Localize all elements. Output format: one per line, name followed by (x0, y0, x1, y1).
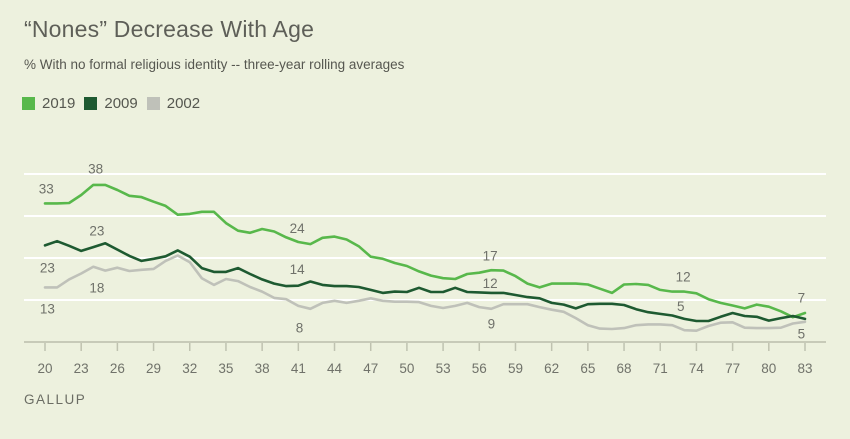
series-line-2009 (43, 239, 807, 323)
value-label-2009-5: 5 (677, 299, 685, 314)
legend-swatch-2019 (22, 97, 35, 110)
series-line-2002 (43, 254, 807, 333)
value-label-2009-12: 12 (483, 276, 498, 291)
legend-label-2002: 2002 (166, 95, 201, 112)
chart-legend: 2019 2009 2002 (22, 95, 209, 112)
x-tick-label-74: 74 (689, 361, 705, 376)
x-tick-label-68: 68 (617, 361, 632, 376)
legend-swatch-2009 (84, 97, 98, 110)
x-tick-label-29: 29 (146, 361, 161, 376)
x-tick-label-56: 56 (472, 361, 487, 376)
x-tick-label-20: 20 (37, 361, 52, 376)
legend-label-2019: 2019 (42, 95, 76, 112)
x-tick-label-59: 59 (508, 361, 523, 376)
value-label-2019-24: 24 (290, 221, 306, 236)
x-tick-label-47: 47 (363, 361, 378, 376)
x-tick-label-41: 41 (291, 361, 306, 376)
legend-label-2009: 2009 (104, 95, 138, 112)
x-tick-label-71: 71 (653, 361, 668, 376)
x-tick-label-53: 53 (436, 361, 451, 376)
x-tick-label-26: 26 (110, 361, 125, 376)
x-tick-label-32: 32 (182, 361, 197, 376)
gallup-logo: GALLUP (24, 392, 87, 407)
value-label-2002-5: 5 (798, 327, 806, 342)
value-label-2019-38: 38 (88, 162, 103, 177)
value-label-2002-9: 9 (488, 317, 496, 332)
value-label-2009-23: 23 (40, 261, 55, 276)
legend-item-2009: 2009 (84, 95, 138, 112)
value-label-2019-12: 12 (676, 269, 691, 284)
x-tick-label-23: 23 (74, 361, 89, 376)
series-line-2019 (43, 183, 807, 319)
x-tick-label-44: 44 (327, 361, 343, 376)
x-tick-label-35: 35 (218, 361, 233, 376)
value-label-2002-13: 13 (40, 301, 55, 316)
page-title: “Nones” Decrease With Age (24, 16, 315, 42)
x-tick-label-83: 83 (797, 361, 812, 376)
value-label-2009-14: 14 (290, 262, 306, 277)
x-tick-label-80: 80 (761, 361, 776, 376)
x-tick-label-77: 77 (725, 361, 740, 376)
x-tick-label-65: 65 (580, 361, 595, 376)
legend-item-2002: 2002 (146, 95, 201, 112)
value-label-2002-8: 8 (296, 321, 304, 336)
legend-item-2019: 2019 (22, 95, 75, 112)
chart-subtitle: % With no formal religious identity -- t… (24, 57, 405, 72)
x-tick-label-50: 50 (399, 361, 414, 376)
value-label-2019-7: 7 (798, 290, 806, 305)
value-label-2019-33: 33 (39, 182, 54, 197)
value-label-2002-18: 18 (89, 280, 104, 295)
value-label-2009-23: 23 (89, 224, 104, 239)
x-tick-label-62: 62 (544, 361, 559, 376)
value-label-2019-17: 17 (483, 248, 498, 263)
legend-swatch-2002 (146, 97, 160, 110)
x-tick-label-38: 38 (255, 361, 270, 376)
